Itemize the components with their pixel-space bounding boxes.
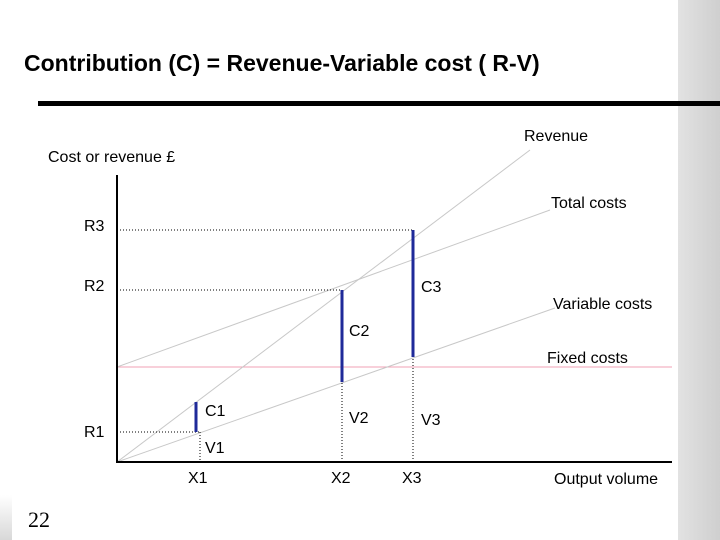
right-decorative-band (678, 0, 720, 540)
x1-label: X1 (188, 470, 208, 487)
x3-label: X3 (402, 470, 422, 487)
v3-label: V3 (421, 412, 441, 429)
r3-label: R3 (84, 218, 105, 235)
slide-title: Contribution (C) = Revenue-Variable cost… (24, 50, 540, 76)
v1-label: V1 (205, 440, 225, 457)
left-decorative-strip (0, 495, 12, 540)
variable-costs-line (116, 307, 556, 463)
total-costs-line (116, 209, 551, 368)
revenue-label: Revenue (524, 128, 588, 145)
x-axis-label: Output volume (554, 471, 658, 488)
total-costs-label: Total costs (551, 195, 627, 212)
x2-label: X2 (331, 470, 351, 487)
y-axis-label: Cost or revenue £ (48, 149, 175, 166)
page-number: 22 (28, 507, 50, 532)
variable-costs-label: Variable costs (553, 296, 652, 313)
c3-label: C3 (421, 279, 442, 296)
title-underline (38, 101, 720, 106)
v2-label: V2 (349, 410, 369, 427)
revenue-line (116, 149, 531, 463)
c2-label: C2 (349, 323, 370, 340)
fixed-costs-label: Fixed costs (547, 350, 628, 367)
r2-label: R2 (84, 278, 105, 295)
c1-label: C1 (205, 403, 226, 420)
r1-label: R1 (84, 424, 105, 441)
